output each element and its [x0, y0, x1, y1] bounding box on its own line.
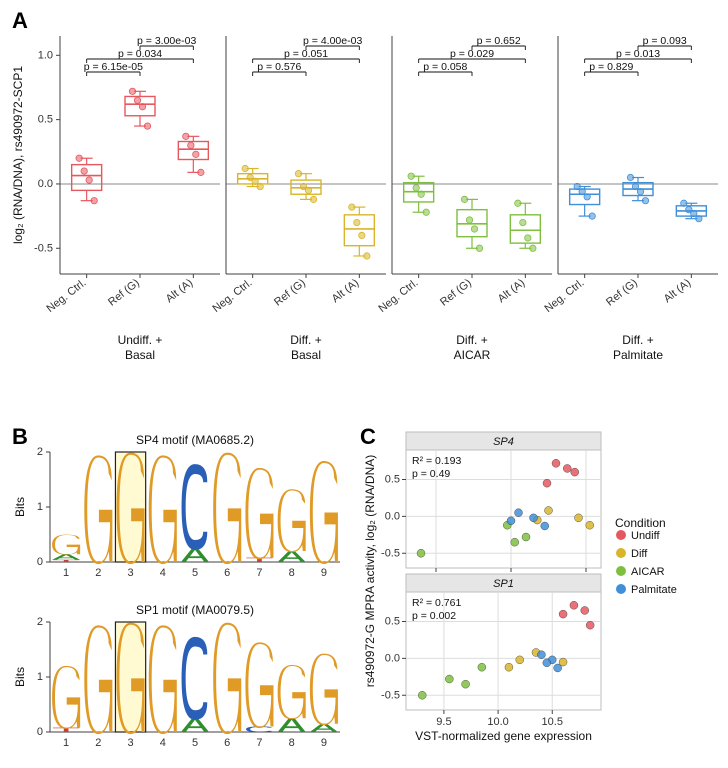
svg-text:rs490972-G MPRA activity, log₂: rs490972-G MPRA activity, log₂ (RNA/DNA)	[363, 455, 377, 688]
svg-text:Palmitate: Palmitate	[631, 584, 677, 596]
svg-text:p = 0.49: p = 0.49	[412, 468, 450, 480]
svg-text:0.0: 0.0	[385, 652, 400, 664]
svg-text:Alt (A): Alt (A)	[330, 277, 361, 305]
svg-text:2: 2	[95, 567, 101, 579]
svg-text:5: 5	[192, 567, 198, 579]
svg-text:Diff. +: Diff. +	[456, 333, 487, 347]
svg-text:VST-normalized gene expression: VST-normalized gene expression	[415, 729, 592, 743]
svg-text:p = 0.093: p = 0.093	[643, 35, 687, 47]
svg-text:Bits: Bits	[13, 497, 27, 517]
svg-text:p = 0.002: p = 0.002	[412, 610, 456, 622]
svg-text:10.5: 10.5	[542, 716, 563, 728]
svg-text:3: 3	[127, 567, 133, 579]
svg-text:1: 1	[37, 501, 43, 513]
svg-text:6: 6	[224, 737, 230, 749]
svg-text:SP1: SP1	[493, 578, 514, 590]
svg-text:0.5: 0.5	[385, 474, 400, 486]
svg-text:8: 8	[289, 737, 295, 749]
figure: A B C log₂ (RNA/DNA), rs490972-SCP1-0.50…	[8, 8, 720, 760]
svg-text:7: 7	[256, 737, 262, 749]
svg-text:p = 3.00e-03: p = 3.00e-03	[137, 35, 196, 47]
svg-text:Bits: Bits	[13, 667, 27, 687]
svg-text:Ref (G): Ref (G)	[106, 277, 142, 309]
svg-text:Palmitate: Palmitate	[613, 348, 663, 362]
svg-text:p = 0.829: p = 0.829	[589, 61, 633, 73]
svg-text:Basal: Basal	[291, 348, 321, 362]
svg-text:2: 2	[95, 737, 101, 749]
svg-text:p = 0.576: p = 0.576	[257, 61, 301, 73]
svg-text:9: 9	[321, 567, 327, 579]
svg-text:Undiff. +: Undiff. +	[118, 333, 163, 347]
svg-text:Neg. Ctrl.: Neg. Ctrl.	[211, 277, 255, 315]
svg-text:1.0: 1.0	[38, 49, 53, 61]
svg-text:Diff: Diff	[631, 548, 648, 560]
svg-text:Neg. Ctrl.: Neg. Ctrl.	[543, 277, 587, 315]
svg-text:AICAR: AICAR	[631, 566, 665, 578]
svg-text:log₂ (RNA/DNA), rs490972-SCP1: log₂ (RNA/DNA), rs490972-SCP1	[11, 66, 25, 244]
svg-text:R² = 0.761: R² = 0.761	[412, 597, 461, 609]
panel-c-scatter: SP4 -0.5 0.0 0.5 R² = 0.193p = 0.49 SP1 -0.5 0.…	[360, 422, 720, 760]
svg-text:Ref (G): Ref (G)	[604, 277, 640, 309]
svg-text:Ref (G): Ref (G)	[438, 277, 474, 309]
svg-text:0.5: 0.5	[385, 616, 400, 628]
svg-text:-0.5: -0.5	[381, 689, 400, 701]
svg-text:Basal: Basal	[125, 348, 155, 362]
svg-text:7: 7	[256, 567, 262, 579]
svg-text:p = 0.058: p = 0.058	[423, 61, 467, 73]
svg-text:Diff. +: Diff. +	[622, 333, 653, 347]
svg-text:Neg. Ctrl.: Neg. Ctrl.	[377, 277, 421, 315]
svg-text:p = 4.00e-03: p = 4.00e-03	[303, 35, 362, 47]
svg-text:0.0: 0.0	[38, 178, 53, 190]
svg-text:1: 1	[37, 671, 43, 683]
svg-text:9.5: 9.5	[436, 716, 451, 728]
svg-text:SP1 motif (MA0079.5): SP1 motif (MA0079.5)	[136, 603, 254, 617]
svg-text:9: 9	[321, 737, 327, 749]
svg-text:Neg. Ctrl.: Neg. Ctrl.	[45, 277, 89, 315]
svg-text:Alt (A): Alt (A)	[164, 277, 195, 305]
svg-text:2: 2	[37, 616, 43, 628]
svg-text:10.0: 10.0	[487, 716, 508, 728]
svg-text:0: 0	[37, 556, 43, 568]
svg-text:0.5: 0.5	[38, 114, 53, 126]
svg-text:1: 1	[63, 737, 69, 749]
svg-text:-0.5: -0.5	[34, 242, 53, 254]
svg-text:Alt (A): Alt (A)	[496, 277, 527, 305]
svg-text:R² = 0.193: R² = 0.193	[412, 455, 461, 467]
svg-text:p = 6.15e-05: p = 6.15e-05	[84, 61, 143, 73]
svg-text:Undiff: Undiff	[631, 530, 660, 542]
svg-text:6: 6	[224, 567, 230, 579]
svg-text:0: 0	[37, 726, 43, 738]
svg-text:SP4 motif (MA0685.2): SP4 motif (MA0685.2)	[136, 433, 254, 447]
svg-text:8: 8	[289, 567, 295, 579]
svg-text:Ref (G): Ref (G)	[272, 277, 308, 309]
svg-text:p = 0.652: p = 0.652	[477, 35, 521, 47]
svg-text:AICAR: AICAR	[454, 348, 491, 362]
svg-text:5: 5	[192, 737, 198, 749]
svg-text:1: 1	[63, 567, 69, 579]
panel-a-boxplots: log₂ (RNA/DNA), rs490972-SCP1 -0.5 0.0 0.5 1…	[8, 8, 720, 420]
svg-text:-0.5: -0.5	[381, 547, 400, 559]
svg-text:4: 4	[160, 567, 166, 579]
svg-text:Alt (A): Alt (A)	[662, 277, 693, 305]
svg-text:2: 2	[37, 446, 43, 458]
svg-text:0.0: 0.0	[385, 510, 400, 522]
svg-text:SP4: SP4	[493, 436, 514, 448]
panel-b-logos: SP4 motif (MA0685.2) 0 1 2 Bits 1 2 3 4 5 6 7 8 9 SP1 …	[8, 422, 360, 760]
svg-text:3: 3	[127, 737, 133, 749]
svg-text:Diff. +: Diff. +	[290, 333, 321, 347]
svg-text:4: 4	[160, 737, 166, 749]
svg-text:Condition: Condition	[615, 516, 666, 530]
